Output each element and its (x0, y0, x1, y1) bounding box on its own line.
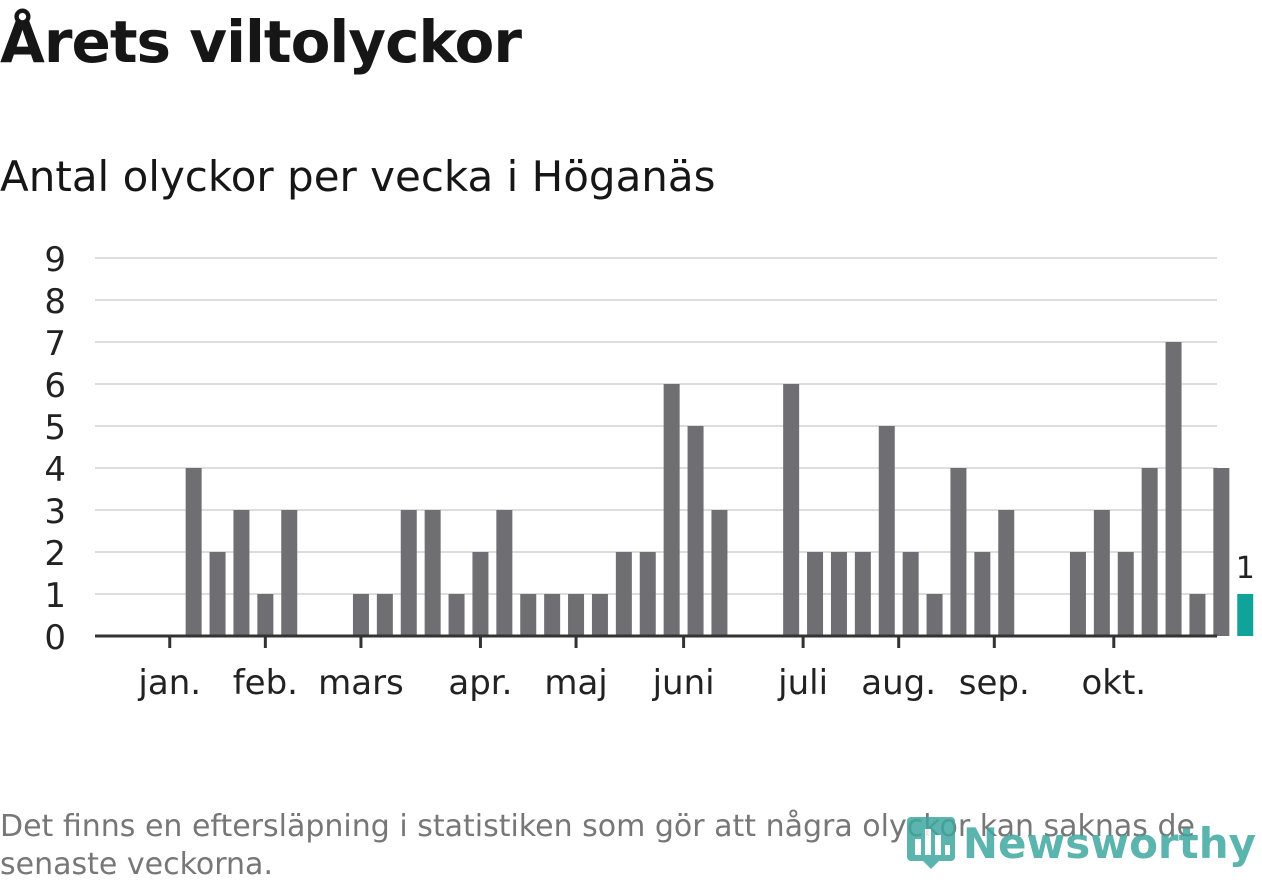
bar (400, 510, 417, 636)
bar (472, 552, 489, 636)
bar (711, 510, 728, 636)
bar (281, 510, 298, 636)
bar (687, 426, 704, 636)
y-tick-label: 9 (44, 240, 66, 280)
bar (854, 552, 871, 636)
bar (1069, 552, 1086, 636)
y-tick-label: 2 (44, 534, 66, 574)
bar (352, 594, 369, 636)
x-tick-label: apr. (448, 663, 512, 703)
bar (830, 552, 847, 636)
chart-subtitle: Antal olyckor per vecka i Höganäs (0, 152, 716, 201)
bar (1213, 468, 1230, 636)
bar (424, 510, 441, 636)
bar (902, 552, 919, 636)
bar (1189, 594, 1206, 636)
footnote: Det finns en eftersläpning i statistiken… (0, 809, 1195, 882)
y-tick-label: 4 (44, 450, 66, 490)
bar (1141, 468, 1158, 636)
y-tick-label: 6 (44, 366, 66, 406)
y-tick-label: 0 (44, 618, 66, 658)
bar (376, 594, 393, 636)
bar (448, 594, 465, 636)
bar (544, 594, 561, 636)
bar (950, 468, 967, 636)
bar (209, 552, 226, 636)
x-tick-label: aug. (861, 663, 936, 703)
bar (783, 384, 800, 636)
bar-highlight (1237, 594, 1254, 636)
y-tick-label: 5 (44, 408, 66, 448)
bar-chart-logo-icon (906, 817, 955, 869)
y-tick-label: 7 (44, 324, 66, 364)
bar (257, 594, 274, 636)
bar (639, 552, 656, 636)
x-tick-label: feb. (233, 663, 298, 703)
bar (185, 468, 202, 636)
bar (1093, 510, 1110, 636)
bar (974, 552, 991, 636)
data-label: 1 (1236, 551, 1255, 586)
bar (591, 594, 608, 636)
x-tick-label: jan. (137, 663, 201, 703)
newsworthy-logo: Newsworthy (905, 815, 1256, 871)
bar (926, 594, 943, 636)
bar (998, 510, 1015, 636)
bar (1117, 552, 1134, 636)
bar (615, 552, 632, 636)
bar (568, 594, 585, 636)
y-tick-label: 3 (44, 492, 66, 532)
bar (233, 510, 250, 636)
x-tick-label: maj (544, 663, 607, 703)
x-tick-label: juni (652, 663, 715, 703)
x-tick-label: mars (318, 663, 404, 703)
bar (520, 594, 537, 636)
x-tick-label: sep. (959, 663, 1030, 703)
bar (663, 384, 680, 636)
y-tick-label: 1 (44, 576, 66, 616)
bar (496, 510, 513, 636)
chart-title: Årets viltolyckor (0, 8, 522, 76)
y-tick-label: 8 (44, 282, 66, 322)
logo-text: Newsworthy (962, 818, 1256, 868)
bar (1165, 342, 1182, 636)
x-tick-label: okt. (1081, 663, 1146, 703)
x-tick-label: juli (777, 663, 828, 703)
bar (807, 552, 824, 636)
bar (878, 426, 895, 636)
